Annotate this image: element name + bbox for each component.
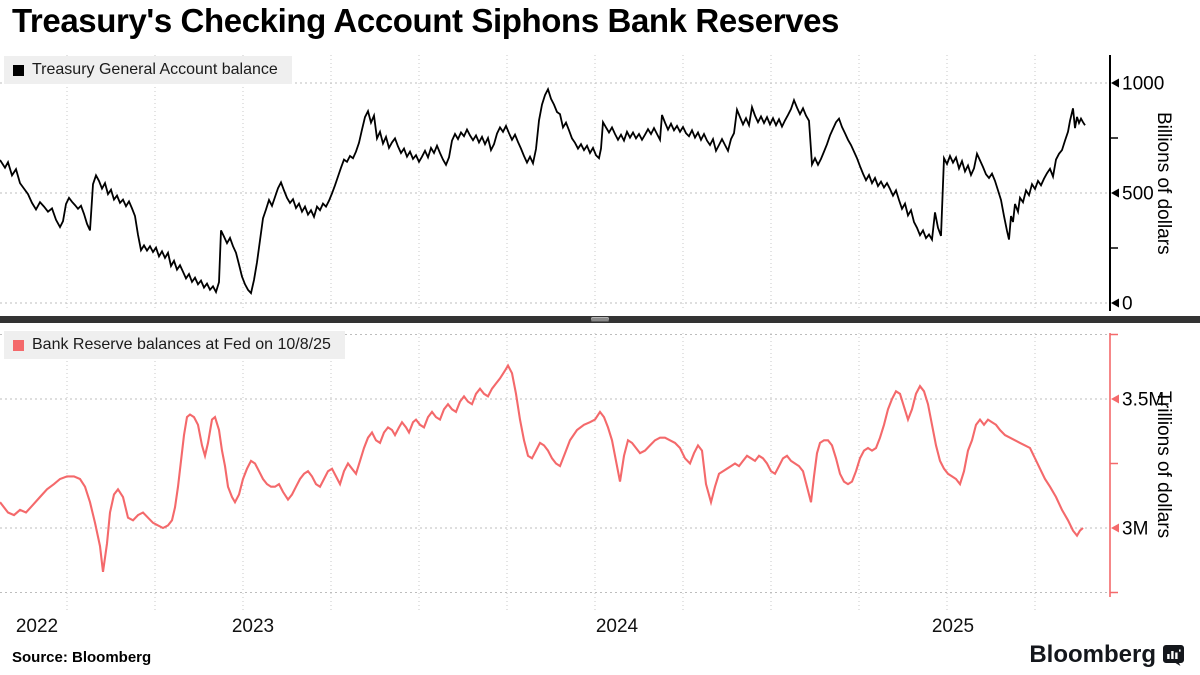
divider-drag-handle[interactable]: [591, 317, 609, 322]
year-label-2025: 2025: [931, 616, 975, 637]
y-axis-tick-arrow: [1111, 523, 1119, 533]
y-tick-label: 0: [1122, 294, 1133, 312]
source-label: Source: Bloomberg: [12, 649, 152, 666]
bloomberg-logo-text: Bloomberg: [1029, 641, 1156, 668]
tga-legend-swatch: [13, 64, 24, 76]
panel-divider: [0, 316, 1200, 323]
tga-axis-title: Billions of dollars: [1153, 111, 1174, 255]
y-axis-tick-arrow: [1111, 78, 1119, 88]
y-tick-label: 1000: [1122, 74, 1164, 95]
reserves-chart-panel: 3M 3.5M: [0, 333, 1164, 610]
y-tick-label: 3.5M: [1122, 390, 1164, 411]
legend-tga[interactable]: Treasury General Account balance: [4, 56, 292, 84]
page-title: Treasury's Checking Account Siphons Bank…: [12, 2, 839, 39]
y-axis-tick-arrow: [1111, 394, 1119, 404]
bloomberg-logo: Bloomberg: [1029, 641, 1184, 669]
legend-reserves[interactable]: Bank Reserve balances at Fed on 10/8/25: [4, 331, 345, 359]
reserves-axis-title: Trillions of dollars: [1153, 391, 1174, 539]
year-label-2023: 2023: [231, 616, 275, 637]
y-axis-tick-arrow: [1111, 188, 1119, 198]
reserves-series-line: [0, 363, 1084, 573]
reserves-legend-swatch: [13, 339, 24, 351]
year-label-2024: 2024: [595, 616, 639, 637]
tga-series-line: [0, 86, 1086, 295]
y-axis-tick-arrow: [1111, 298, 1119, 308]
y-tick-label: 3M: [1122, 519, 1148, 540]
legend-tga-label: Treasury General Account balance: [32, 61, 278, 78]
year-label-2022: 2022: [15, 616, 59, 637]
legend-reserves-label: Bank Reserve balances at Fed on 10/8/25: [32, 336, 331, 353]
bloomberg-logo-icon: [1163, 644, 1184, 666]
tga-chart-panel: 0 500 1000: [0, 55, 1164, 312]
y-tick-label: 500: [1122, 184, 1154, 205]
